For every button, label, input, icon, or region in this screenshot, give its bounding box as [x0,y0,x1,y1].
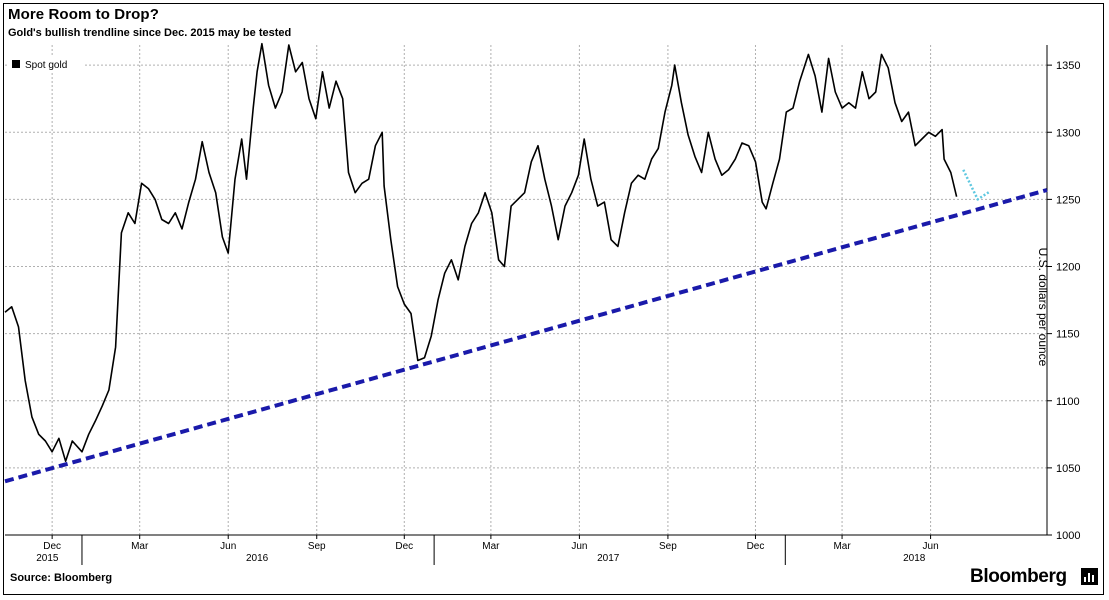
y-tick-label: 1050 [1056,463,1080,475]
x-year-label: 2015 [36,553,59,564]
x-tick-label: Mar [131,541,149,552]
chart-title: More Room to Drop? [8,6,159,23]
x-tick-label: Jun [220,541,236,552]
y-tick-label: 1250 [1056,194,1080,206]
projection-line [962,169,991,201]
y-tick-label: 1350 [1056,60,1080,72]
x-tick-label: Mar [833,541,851,552]
x-tick-label: Dec [747,541,765,552]
x-year-label: 2017 [597,553,620,564]
bloomberg-logo: Bloomberg [970,566,1067,587]
y-axis-label: U.S. dollars per ounce [1036,247,1050,367]
x-year-label: 2016 [246,553,269,564]
y-tick-label: 1100 [1056,396,1080,408]
source-note: Source: Bloomberg [10,572,113,584]
legend-box [8,56,84,72]
y-tick-label: 1300 [1056,127,1080,139]
y-tick-label: 1200 [1056,262,1080,274]
x-tick-label: Jun [923,541,939,552]
legend-swatch-spot-gold [12,60,20,68]
bloomberg-terminal-icon [1081,568,1098,585]
chart-subtitle: Gold's bullish trendline since Dec. 2015… [8,27,292,39]
chart-frame [3,3,1104,595]
x-tick-label: Dec [43,541,61,552]
series-line-spot-gold [4,42,958,462]
legend-label-spot-gold: Spot gold [25,60,67,71]
x-tick-label: Dec [395,541,413,552]
y-tick-label: 1150 [1056,329,1080,341]
x-tick-label: Jun [571,541,587,552]
x-year-label: 2018 [903,553,926,564]
x-tick-label: Mar [482,541,500,552]
x-tick-label: Sep [308,541,326,552]
trendline [4,188,1048,484]
y-tick-label: 1000 [1056,530,1080,542]
x-tick-label: Sep [659,541,677,552]
